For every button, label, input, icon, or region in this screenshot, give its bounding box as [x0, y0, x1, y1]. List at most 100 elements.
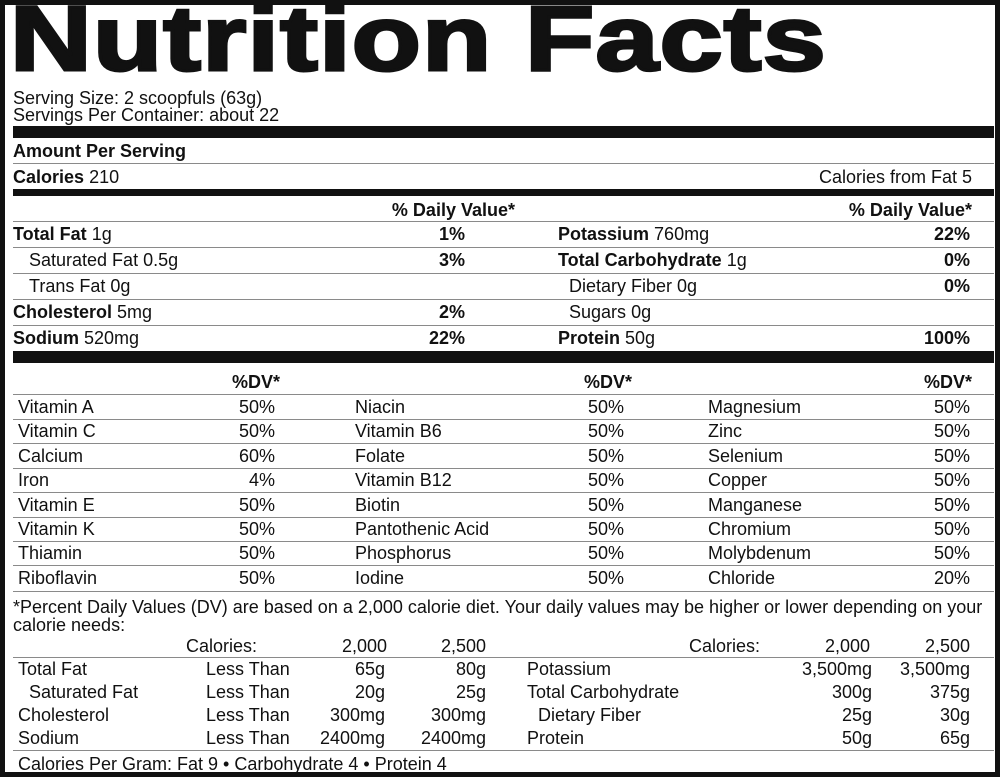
vitamin-name: Manganese [708, 494, 803, 515]
nutrient-left-row: Cholesterol 5mg [13, 302, 152, 322]
vitamin-dv: 4% [248, 470, 275, 491]
nutrient-right-row: Potassium 760mg [558, 224, 709, 244]
vitamin-dv: 20% [933, 567, 970, 588]
reference-name: Protein [527, 728, 585, 748]
nutrient-name: Total Carbohydrate [558, 250, 722, 270]
divider [13, 591, 994, 592]
vitamin-dv: 50% [933, 543, 970, 564]
reference-level-2500-left: 2,500 [440, 636, 486, 656]
nutrient-left-row: Trans Fat 0g [29, 276, 130, 296]
vitamin-dv: 50% [933, 421, 970, 442]
nutrient-amount: 520mg [84, 328, 140, 348]
reference-value-2500: 25g [455, 682, 486, 702]
vitamin-dv: 50% [587, 397, 624, 417]
reference-value-2500: 3,500mg [899, 659, 970, 679]
percent-daily-value-footnote: *Percent Daily Values (DV) are based on … [13, 597, 983, 635]
vitamin-name: Chromium [708, 519, 792, 539]
vitamin-name: Iron [18, 470, 50, 491]
nutrient-name: Saturated Fat [29, 250, 139, 270]
vitamin-name: Vitamin B12 [355, 470, 452, 491]
reference-qualifier: Less Than [206, 659, 290, 679]
vitamin-dv: 50% [587, 421, 624, 442]
divider [13, 443, 994, 445]
reference-value-2000: 25g [841, 705, 872, 725]
vitamin-dv: 50% [587, 519, 624, 539]
reference-level-2000-right: 2,000 [824, 636, 870, 656]
vitamin-name: Selenium [708, 445, 784, 466]
reference-name: Dietary Fiber [538, 705, 642, 725]
daily-value-header-right: % Daily Value* [848, 200, 972, 220]
vitamin-name: Vitamin E [18, 494, 95, 515]
vitamin-name: Copper [708, 470, 768, 491]
medium-divider [13, 189, 994, 196]
label-title: Nutrition Facts [8, 0, 827, 92]
vitamin-dv: 50% [587, 567, 624, 588]
calories-value: 210 [89, 167, 120, 187]
nutrient-dv: 1% [438, 224, 465, 244]
vitamin-dv: 50% [933, 397, 970, 417]
nutrient-name: Potassium [558, 224, 650, 244]
vitamin-name: Thiamin [18, 543, 83, 564]
vitamin-dv: 50% [238, 543, 275, 564]
reference-value-2500: 65g [939, 728, 970, 748]
nutrient-amount: 0.5g [143, 250, 179, 270]
vitamin-dv: 50% [587, 470, 624, 491]
vitamin-name: Molybdenum [708, 543, 812, 564]
divider [13, 565, 994, 567]
servings-per-container: Servings Per Container: about 22 [13, 105, 280, 125]
vitamin-name: Chloride [708, 567, 776, 588]
nutrient-name: Total Fat [13, 224, 87, 244]
nutrient-dv: 22% [428, 328, 465, 348]
dv-header-col1: %DV* [231, 372, 280, 392]
nutrient-amount: 0g [110, 276, 131, 296]
vitamin-dv: 50% [238, 397, 275, 417]
nutrient-dv: 100% [923, 328, 970, 348]
nutrient-name: Cholesterol [13, 302, 113, 322]
vitamin-dv: 50% [238, 567, 275, 588]
calories-line: Calories 210 [13, 167, 119, 187]
thick-divider [13, 126, 994, 138]
amount-per-serving: Amount Per Serving [13, 141, 187, 161]
divider [13, 467, 994, 469]
nutrient-dv: 3% [438, 250, 465, 270]
nutrient-right-row: Total Carbohydrate 1g [558, 250, 747, 270]
vitamin-name: Folate [355, 445, 406, 466]
vitamin-name: Calcium [18, 445, 84, 466]
reference-qualifier: Less Than [206, 705, 290, 725]
divider [13, 750, 994, 751]
divider [13, 221, 994, 222]
reference-value-2500: 375g [929, 682, 970, 702]
divider [13, 247, 994, 248]
reference-qualifier: Less Than [206, 728, 290, 748]
vitamin-dv: 50% [587, 494, 624, 515]
vitamin-dv: 50% [238, 494, 275, 515]
vitamin-name: Iodine [355, 567, 405, 588]
calories-label: Calories [13, 167, 85, 187]
vitamin-dv: 50% [238, 421, 275, 442]
reference-value-2500: 30g [939, 705, 970, 725]
reference-value-2500: 300mg [430, 705, 486, 725]
vitamin-name: Phosphorus [355, 543, 452, 564]
vitamin-dv: 50% [587, 543, 624, 564]
nutrient-dv: 2% [438, 302, 465, 322]
nutrient-right-row: Protein 50g [558, 328, 655, 348]
thick-divider [13, 351, 994, 363]
vitamin-name: Pantothenic Acid [355, 519, 490, 539]
nutrient-name: Dietary Fiber [569, 276, 673, 296]
reference-value-2000: 20g [354, 682, 385, 702]
reference-value-2000: 300mg [329, 705, 385, 725]
reference-name: Potassium [527, 659, 612, 679]
reference-value-2500: 2400mg [420, 728, 486, 748]
divider [13, 394, 994, 395]
divider [13, 325, 994, 326]
dv-header-col3: %DV* [923, 372, 972, 392]
reference-name: Total Carbohydrate [527, 682, 680, 702]
reference-value-2000: 300g [831, 682, 872, 702]
divider [13, 541, 994, 542]
vitamin-name: Vitamin B6 [355, 421, 442, 442]
serving-size: Serving Size: 2 scoopfuls (63g) [13, 88, 263, 108]
nutrient-right-row: Sugars 0g [569, 302, 651, 322]
nutrient-left-row: Saturated Fat 0.5g [29, 250, 178, 270]
reference-calories-label-right: Calories: [688, 636, 760, 656]
